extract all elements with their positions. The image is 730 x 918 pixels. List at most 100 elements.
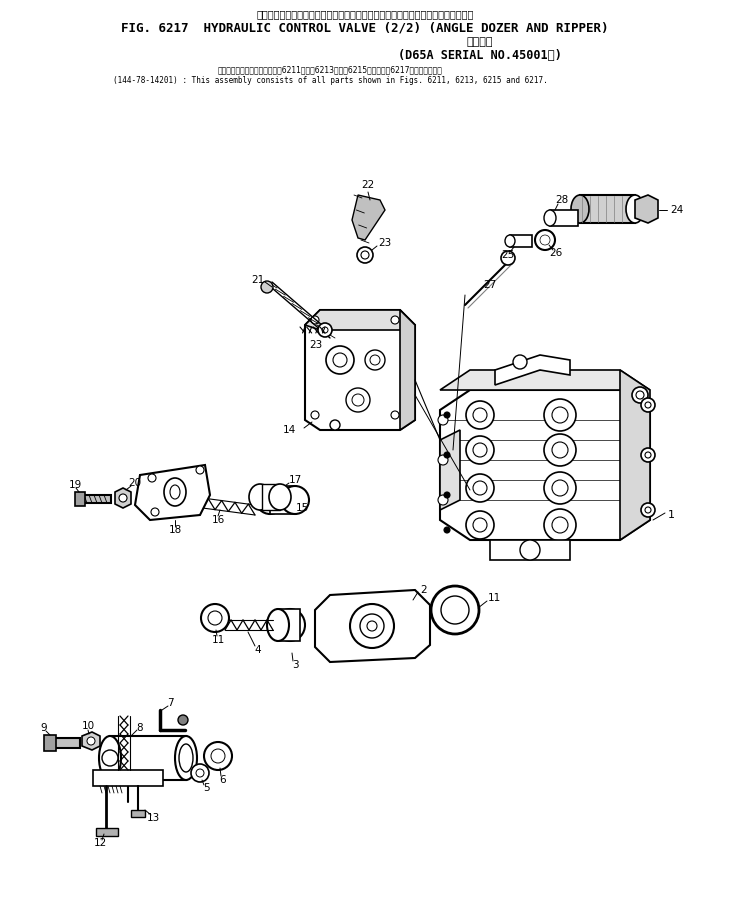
Polygon shape [305,310,415,430]
Circle shape [632,387,648,403]
Text: ハイドロリック　コントロール　バルブ　　　アングル　ドーザ　および　リッパ: ハイドロリック コントロール バルブ アングル ドーザ および リッパ [256,9,474,19]
Circle shape [431,586,479,634]
Text: 25: 25 [502,250,515,260]
Text: 23: 23 [310,340,323,350]
Text: 19: 19 [69,480,82,490]
Polygon shape [635,195,658,223]
Bar [550,210,578,226]
Polygon shape [400,310,415,430]
Circle shape [544,434,576,466]
Polygon shape [495,355,570,385]
Polygon shape [82,732,100,750]
Text: (D65A SERIAL NO.45001－): (D65A SERIAL NO.45001－) [398,49,562,62]
Text: 28: 28 [556,195,569,205]
Circle shape [473,408,487,422]
Bar [96,828,118,836]
Ellipse shape [505,235,515,247]
Ellipse shape [99,736,121,780]
Bar [75,492,85,506]
Circle shape [361,251,369,259]
Circle shape [196,466,204,474]
Circle shape [333,353,347,367]
Polygon shape [305,310,415,330]
Circle shape [391,316,399,324]
Circle shape [119,494,127,502]
Circle shape [311,411,319,419]
Circle shape [466,474,494,502]
Ellipse shape [170,485,180,499]
Text: 16: 16 [212,515,225,525]
Text: 5: 5 [203,783,210,793]
Circle shape [204,742,232,770]
Circle shape [544,472,576,504]
Circle shape [520,540,540,560]
Ellipse shape [256,486,284,514]
Bar [44,735,56,751]
Circle shape [444,452,450,458]
Circle shape [148,474,156,482]
Polygon shape [440,390,650,540]
Ellipse shape [269,484,291,510]
Circle shape [444,492,450,498]
Circle shape [552,517,568,533]
Ellipse shape [261,491,279,509]
Ellipse shape [281,486,309,514]
Ellipse shape [179,744,193,772]
Bar [278,609,300,641]
Text: 3: 3 [292,660,299,670]
Circle shape [191,764,209,782]
Circle shape [552,480,568,496]
Circle shape [544,509,576,541]
Text: 26: 26 [550,248,563,258]
Text: 27: 27 [483,280,496,290]
Circle shape [535,230,555,250]
Ellipse shape [249,484,271,510]
Circle shape [473,518,487,532]
Circle shape [201,604,229,632]
Circle shape [438,495,448,505]
Text: 15: 15 [296,503,310,513]
Circle shape [438,455,448,465]
Circle shape [641,503,655,517]
Circle shape [645,452,651,458]
Polygon shape [93,770,163,786]
Bar [510,235,532,247]
Ellipse shape [275,609,305,641]
Text: このアセンブリの構成部品は第6211図、第6213図、第6215図および第6217図を含みます。: このアセンブリの構成部品は第6211図、第6213図、第6215図および第621… [218,65,442,74]
Text: 20: 20 [128,478,142,488]
Circle shape [473,481,487,495]
Ellipse shape [164,478,186,506]
Text: 2: 2 [420,585,426,595]
Circle shape [208,611,222,625]
Bar [262,484,280,510]
Text: 6: 6 [220,775,226,785]
Circle shape [350,604,394,648]
Text: FIG. 6217  HYDRAULIC CONTROL VALVE (2/2) (ANGLE DOZER AND RIPPER): FIG. 6217 HYDRAULIC CONTROL VALVE (2/2) … [121,21,609,35]
Circle shape [641,398,655,412]
Bar [270,486,295,514]
Text: (144-78-14201) : This assembly consists of all parts shown in Figs. 6211, 6213, : (144-78-14201) : This assembly consists … [112,75,548,84]
Polygon shape [440,430,460,510]
Polygon shape [115,488,131,508]
Ellipse shape [544,210,556,226]
Polygon shape [352,195,385,240]
Bar [110,736,186,780]
Circle shape [552,442,568,458]
Circle shape [360,614,384,638]
Circle shape [444,412,450,418]
Circle shape [473,443,487,457]
Circle shape [211,749,225,763]
Circle shape [645,402,651,408]
Polygon shape [620,370,650,540]
Ellipse shape [571,195,589,223]
Text: 10: 10 [82,721,95,731]
Circle shape [466,401,494,429]
Text: 23: 23 [378,238,391,248]
Text: 7: 7 [166,698,173,708]
Circle shape [346,388,370,412]
Text: 22: 22 [361,180,374,190]
Bar [580,195,635,223]
Text: 18: 18 [169,525,182,535]
Circle shape [466,511,494,539]
Ellipse shape [281,615,299,635]
